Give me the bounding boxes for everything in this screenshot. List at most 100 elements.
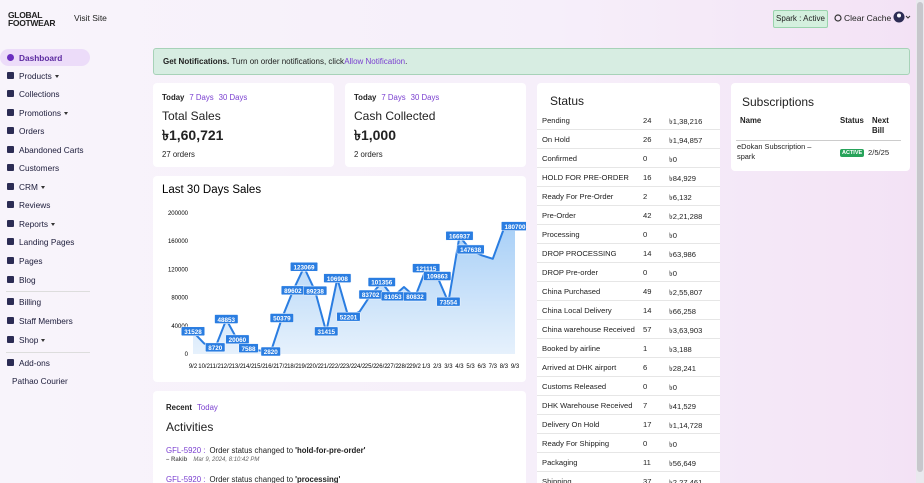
- status-name: HOLD FOR PRE-ORDER: [542, 173, 629, 182]
- period-tab[interactable]: 30 Days: [410, 93, 440, 102]
- nav-label: Pages: [19, 255, 43, 266]
- activity-text: Order status changed to: [209, 475, 294, 483]
- visit-site-link[interactable]: Visit Site: [74, 13, 107, 23]
- area: [193, 226, 515, 354]
- data-label-box: [303, 285, 328, 296]
- card-title: Cash Collected: [354, 109, 436, 123]
- status-amount: ৳2,21,288: [669, 212, 703, 221]
- status-name: Delivery On Hold: [542, 420, 600, 429]
- x-tick-label: 15/2: [254, 364, 266, 370]
- nav-item[interactable]: Shop: [7, 331, 83, 348]
- data-label: 89238: [306, 288, 324, 295]
- data-label: 109863: [427, 274, 449, 281]
- x-tick-label: 23/2: [343, 364, 355, 370]
- status-name: China Purchased: [542, 287, 601, 296]
- status-name: DHK Warehouse Received: [542, 401, 633, 410]
- data-label: 180700: [504, 224, 526, 231]
- x-tick-label: 26/2: [376, 364, 388, 370]
- status-count: 11: [643, 458, 651, 467]
- data-label: 52201: [340, 314, 358, 321]
- activity-order-link[interactable]: GFL-5920 :: [166, 446, 206, 455]
- status-amount: ৳1,94,857: [669, 136, 703, 145]
- chart-title: Last 30 Days Sales: [162, 184, 261, 196]
- nav-item[interactable]: Collections: [7, 85, 83, 102]
- status-count: 49: [643, 287, 652, 296]
- activity-tab[interactable]: Recent: [166, 403, 192, 412]
- nav-item[interactable]: Staff Members: [7, 312, 83, 329]
- activity-line: GFL-5920 : Order status changed to'hold-f…: [166, 446, 366, 455]
- activities-card: Recent Today Activities GFL-5920 : Order sta…: [153, 391, 526, 483]
- nav-item[interactable]: Dashboard: [0, 49, 90, 66]
- data-label-box: [269, 313, 294, 323]
- nav-item[interactable]: Reports: [7, 215, 83, 232]
- status-row: Processing 0 ৳0: [537, 224, 720, 244]
- data-label-box: [181, 326, 205, 337]
- status-row: DROP PROCESSING 14 ৳63,986: [537, 243, 720, 263]
- nav-icon: [7, 257, 14, 264]
- data-label: 31528: [184, 329, 202, 336]
- nav-item[interactable]: Pages: [7, 252, 83, 269]
- nav-item[interactable]: Add-ons: [7, 354, 83, 371]
- nav-label: Billing: [19, 296, 42, 307]
- status-count: 2: [643, 192, 648, 201]
- data-label: 101356: [371, 280, 393, 287]
- nav-item[interactable]: Landing Pages: [7, 233, 83, 250]
- card-orders: 27 orders: [162, 150, 195, 159]
- status-row: DHK Warehouse Received 7 ৳41,529: [537, 395, 720, 415]
- status-row: Delivery On Hold 17 ৳1,14,728: [537, 414, 720, 434]
- nav-label: Products: [19, 70, 52, 81]
- card-amount: ৳1,000: [354, 127, 397, 143]
- period-tab[interactable]: 7 Days: [189, 93, 214, 102]
- brand-logo[interactable]: GLOBAL FOOTWEAR: [8, 11, 55, 28]
- status-name: Shipping: [542, 477, 572, 483]
- status-count: 0: [643, 268, 648, 277]
- data-label-box: [214, 314, 239, 324]
- x-tick-label: 8/3: [500, 364, 509, 370]
- nav-item[interactable]: Blog: [7, 271, 83, 288]
- activity-order-link[interactable]: GFL-5920 :: [166, 475, 206, 483]
- data-label: 50379: [273, 316, 291, 323]
- nav-item[interactable]: Promotions: [7, 104, 83, 121]
- nav-item[interactable]: Pathao Courier: [7, 372, 88, 389]
- nav-label: Shop: [19, 334, 39, 345]
- nav-item[interactable]: Reviews: [7, 196, 83, 213]
- data-label-box: [501, 221, 526, 231]
- status-name: DROP Pre-order: [542, 268, 598, 277]
- data-label: 48853: [218, 317, 236, 324]
- status-name: Packaging: [542, 458, 578, 467]
- nav-icon: [7, 146, 14, 153]
- status-name: China Local Delivery: [542, 306, 612, 315]
- activity-tab[interactable]: Today: [197, 403, 218, 412]
- status-row: On Hold 26 ৳1,94,857: [537, 129, 720, 149]
- status-row: Booked by airline 1 ৳3,188: [537, 338, 720, 358]
- y-tick-label: 80000: [171, 296, 188, 302]
- period-tab[interactable]: 7 Days: [381, 93, 406, 102]
- x-tick-label: 9/3: [511, 364, 520, 370]
- allow-notification-link[interactable]: Allow Notification: [344, 57, 406, 66]
- period-tab[interactable]: 30 Days: [218, 93, 248, 102]
- nav-label: Customers: [19, 162, 60, 173]
- y-tick-label: 120000: [168, 267, 189, 273]
- nav-item[interactable]: CRM: [7, 178, 83, 195]
- nav-item[interactable]: Abandoned Carts: [7, 141, 84, 158]
- user-menu[interactable]: [893, 11, 911, 23]
- x-tick-label: 6/3: [478, 364, 487, 370]
- nav-label: Abandoned Carts: [19, 144, 84, 155]
- period-tab[interactable]: Today: [354, 93, 377, 102]
- nav-item[interactable]: Orders: [7, 122, 83, 139]
- activity-line: GFL-5920 : Order status changed to'proces…: [166, 475, 340, 483]
- x-tick-label: 28/2: [398, 364, 410, 370]
- subscription-name: eDokan Subscription – spark: [737, 142, 812, 161]
- scrollbar[interactable]: [916, 0, 924, 483]
- nav-item[interactable]: Products: [7, 67, 83, 84]
- x-tick-label: 3/3: [444, 364, 453, 370]
- clear-cache-button[interactable]: Clear Cache: [834, 13, 891, 23]
- status-amount: ৳3,188: [669, 345, 692, 354]
- y-tick-label: 0: [185, 352, 189, 358]
- plan-badge[interactable]: Spark : Active: [773, 10, 828, 28]
- nav-item[interactable]: Billing: [7, 293, 83, 310]
- x-tick-label: 7/3: [489, 364, 498, 370]
- nav-item[interactable]: Customers: [7, 159, 83, 176]
- scrollbar-thumb[interactable]: [917, 2, 923, 472]
- period-tab[interactable]: Today: [162, 93, 185, 102]
